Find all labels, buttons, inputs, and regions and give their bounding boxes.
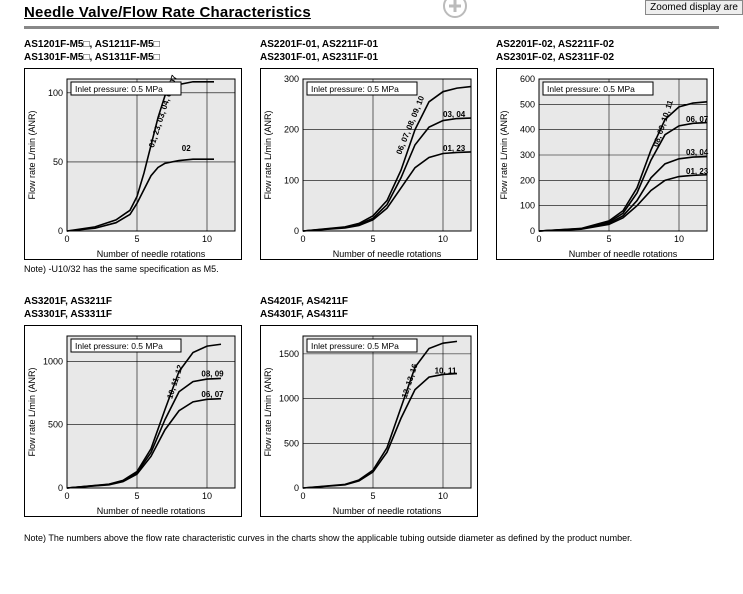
page-title: Needle Valve/Flow Rate Characteristics <box>0 4 311 21</box>
svg-text:0: 0 <box>294 483 299 493</box>
svg-text:03, 04: 03, 04 <box>686 148 709 157</box>
svg-text:10: 10 <box>674 234 684 244</box>
chart-2: 0510010020030006, 07, 08, 09, 1003, 0401… <box>260 68 478 260</box>
page: Needle Valve/Flow Rate Characteristics Z… <box>0 0 743 553</box>
charts-row-1: AS1201F-M5□, AS1211F-M5□ AS1301F-M5□, AS… <box>0 39 743 260</box>
header-row: Needle Valve/Flow Rate Characteristics Z… <box>0 0 743 24</box>
svg-text:Flow rate L/min (ANR): Flow rate L/min (ANR) <box>263 110 273 199</box>
chart-3: 0510010020030040050060008, 09, 10, 1106,… <box>496 68 714 260</box>
chart-cell-3: AS2201F-02, AS2211F-02 AS2301F-02, AS231… <box>496 39 714 260</box>
chart-4: 05100500100010, 11, 1208, 0906, 07Inlet … <box>24 325 242 517</box>
svg-text:Number of needle rotations: Number of needle rotations <box>97 249 206 259</box>
svg-text:300: 300 <box>520 150 535 160</box>
svg-text:0: 0 <box>58 483 63 493</box>
header-rule <box>24 26 719 29</box>
svg-text:Inlet pressure: 0.5 MPa: Inlet pressure: 0.5 MPa <box>547 84 635 94</box>
svg-text:200: 200 <box>284 125 299 135</box>
svg-text:Number of needle rotations: Number of needle rotations <box>333 249 442 259</box>
plus-circle-icon <box>440 0 470 29</box>
chart-1: 051005010001, 23, 03, 04, 06, 0702Inlet … <box>24 68 242 260</box>
note-1: Note) -U10/32 has the same specification… <box>0 260 743 274</box>
svg-text:0: 0 <box>300 491 305 501</box>
svg-text:5: 5 <box>370 234 375 244</box>
svg-text:10: 10 <box>438 491 448 501</box>
svg-text:01, 23: 01, 23 <box>686 167 709 176</box>
svg-text:Inlet pressure: 0.5 MPa: Inlet pressure: 0.5 MPa <box>75 341 163 351</box>
svg-text:0: 0 <box>64 234 69 244</box>
svg-text:1000: 1000 <box>279 394 299 404</box>
note-2: Note) The numbers above the flow rate ch… <box>0 517 743 553</box>
svg-text:5: 5 <box>134 234 139 244</box>
svg-text:08, 09: 08, 09 <box>201 370 224 379</box>
svg-text:03, 04: 03, 04 <box>443 110 466 119</box>
chart-models: AS3201F, AS3211F AS3301F, AS3311F <box>24 296 242 321</box>
svg-text:10, 11: 10, 11 <box>435 367 457 376</box>
svg-text:10: 10 <box>202 491 212 501</box>
svg-text:10: 10 <box>438 234 448 244</box>
svg-text:1000: 1000 <box>43 356 63 366</box>
chart-models: AS2201F-02, AS2211F-02 AS2301F-02, AS231… <box>496 39 714 64</box>
chart-models: AS4201F, AS4211F AS4301F, AS4311F <box>260 296 478 321</box>
svg-text:Number of needle rotations: Number of needle rotations <box>333 506 442 516</box>
chart-cell-4: AS3201F, AS3211F AS3301F, AS3311F 0 5 10 0 5… <box>24 296 242 517</box>
chart-cell-2: AS2201F-01, AS2211F-01 AS2301F-01, AS231… <box>260 39 478 260</box>
svg-text:600: 600 <box>520 74 535 84</box>
svg-text:300: 300 <box>284 74 299 84</box>
svg-text:Flow rate L/min (ANR): Flow rate L/min (ANR) <box>27 110 37 199</box>
svg-text:02: 02 <box>182 144 191 153</box>
svg-text:0: 0 <box>530 226 535 236</box>
svg-text:100: 100 <box>48 88 63 98</box>
svg-text:400: 400 <box>520 125 535 135</box>
svg-text:5: 5 <box>606 234 611 244</box>
chart-cell-1: AS1201F-M5□, AS1211F-M5□ AS1301F-M5□, AS… <box>24 39 242 260</box>
svg-text:Flow rate L/min (ANR): Flow rate L/min (ANR) <box>27 367 37 456</box>
svg-text:Inlet pressure: 0.5 MPa: Inlet pressure: 0.5 MPa <box>311 84 399 94</box>
svg-text:Number of needle rotations: Number of needle rotations <box>97 506 206 516</box>
svg-text:100: 100 <box>520 201 535 211</box>
svg-text:10: 10 <box>202 234 212 244</box>
svg-text:Flow rate L/min (ANR): Flow rate L/min (ANR) <box>263 367 273 456</box>
svg-text:Inlet pressure: 0.5 MPa: Inlet pressure: 0.5 MPa <box>75 84 163 94</box>
svg-text:200: 200 <box>520 175 535 185</box>
svg-text:Inlet pressure: 0.5 MPa: Inlet pressure: 0.5 MPa <box>311 341 399 351</box>
svg-text:0: 0 <box>536 234 541 244</box>
svg-text:100: 100 <box>284 175 299 185</box>
zoomed-display-button[interactable]: Zoomed display are <box>645 0 743 15</box>
svg-text:500: 500 <box>48 420 63 430</box>
chart-models: AS1201F-M5□, AS1211F-M5□ AS1301F-M5□, AS… <box>24 39 242 64</box>
svg-text:Flow rate L/min (ANR): Flow rate L/min (ANR) <box>499 110 509 199</box>
svg-text:06, 07: 06, 07 <box>686 115 709 124</box>
svg-text:06, 07: 06, 07 <box>201 390 224 399</box>
svg-text:1500: 1500 <box>279 349 299 359</box>
chart-models: AS2201F-01, AS2211F-01 AS2301F-01, AS231… <box>260 39 478 64</box>
svg-text:5: 5 <box>134 491 139 501</box>
svg-text:Number of needle rotations: Number of needle rotations <box>569 249 678 259</box>
svg-text:500: 500 <box>284 438 299 448</box>
svg-text:0: 0 <box>58 226 63 236</box>
chart-5: 051005001000150012, 13, 1610, 11Inlet pr… <box>260 325 478 517</box>
svg-text:50: 50 <box>53 157 63 167</box>
svg-text:0: 0 <box>294 226 299 236</box>
svg-text:0: 0 <box>64 491 69 501</box>
svg-text:01, 23: 01, 23 <box>443 144 466 153</box>
svg-text:0: 0 <box>300 234 305 244</box>
chart-cell-5: AS4201F, AS4211F AS4301F, AS4311F 0 5 10 0 5… <box>260 296 478 517</box>
svg-text:500: 500 <box>520 99 535 109</box>
svg-text:5: 5 <box>370 491 375 501</box>
charts-row-2: AS3201F, AS3211F AS3301F, AS3311F 0 5 10 0 5… <box>0 296 743 517</box>
